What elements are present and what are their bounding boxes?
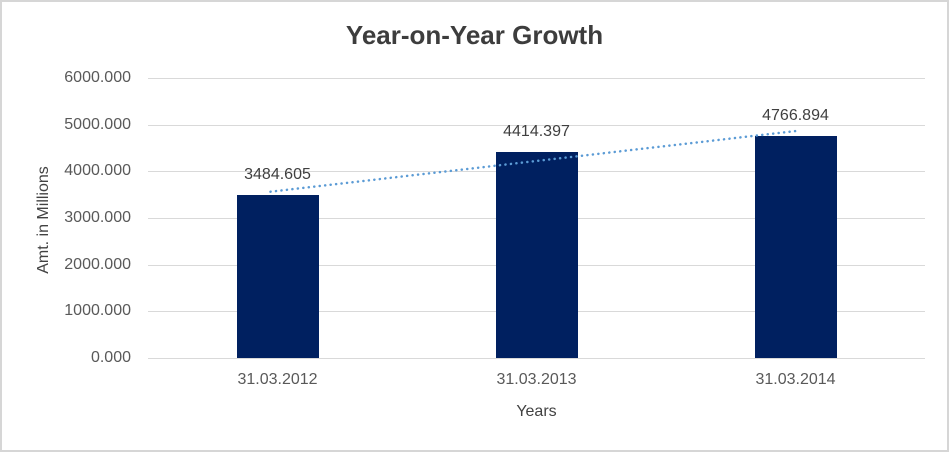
trendline[interactable] <box>148 78 925 358</box>
trendline-path[interactable] <box>269 129 799 193</box>
y-tick-label: 2000.000 <box>64 255 131 273</box>
data-label: 4414.397 <box>503 122 570 140</box>
chart-title: Year-on-Year Growth <box>345 20 604 50</box>
bar-31.03.2014[interactable] <box>754 135 837 358</box>
x-axis-title: Years <box>516 403 557 420</box>
y-tick-label: 3000.000 <box>64 209 131 226</box>
x-tick-label: 31.03.2013 <box>496 371 577 388</box>
bar-31.03.2012[interactable] <box>236 195 319 358</box>
y-tick-label: 1000.000 <box>64 302 131 320</box>
y-tick-label: 6000.000 <box>64 69 131 86</box>
data-label: 3484.605 <box>244 166 311 184</box>
y-tick-label: 5000.000 <box>64 115 131 133</box>
x-tick-label: 31.03.2014 <box>755 371 836 388</box>
y-tick-label: 0.000 <box>90 349 131 366</box>
x-tick-label: 31.03.2012 <box>237 371 318 388</box>
data-label: 4766.894 <box>762 106 829 124</box>
gridline <box>148 124 925 126</box>
plot-area <box>148 78 925 359</box>
gridline <box>148 358 925 359</box>
bar-31.03.2013[interactable] <box>495 152 578 358</box>
gridline <box>148 78 925 79</box>
y-tick-label: 4000.000 <box>64 162 131 180</box>
